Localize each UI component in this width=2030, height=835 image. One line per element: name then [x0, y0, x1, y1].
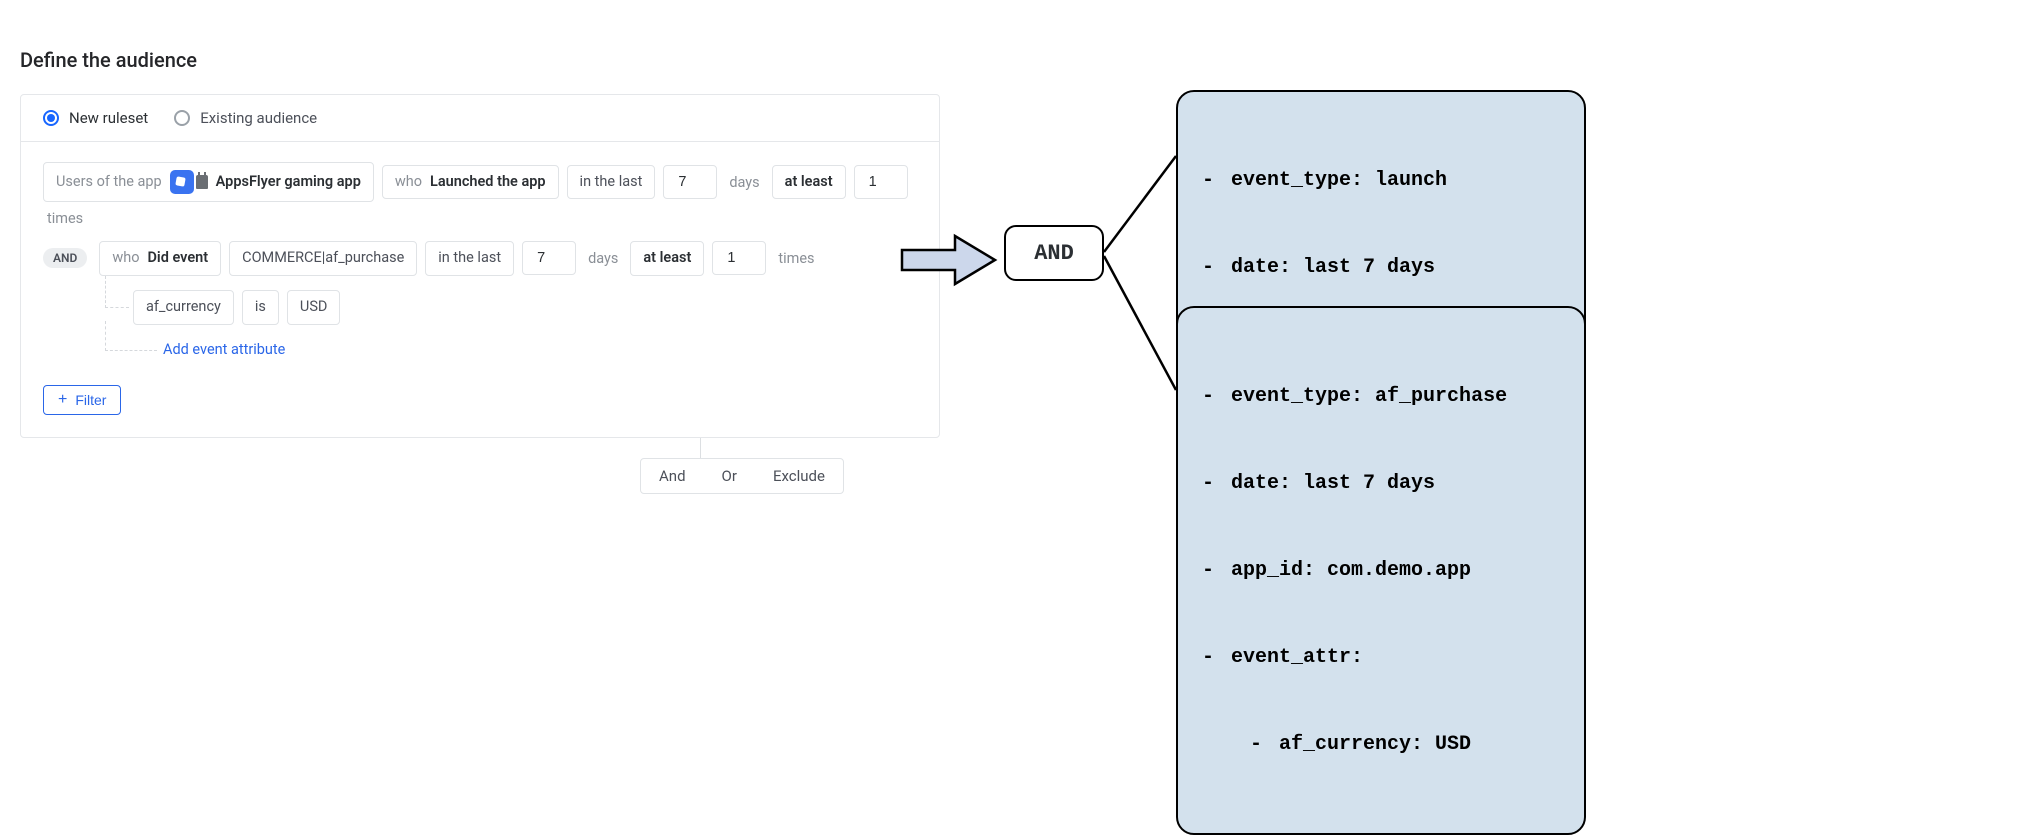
operator-or-button[interactable]: Or	[704, 459, 755, 493]
in-the-last-token[interactable]: in the last	[425, 241, 514, 276]
plus-icon: +	[58, 392, 67, 408]
in-the-last-label: in the last	[580, 173, 643, 192]
days-input[interactable]	[535, 249, 563, 267]
ruleset-card: New ruleset Existing audience Users of t…	[20, 94, 940, 438]
days-suffix: days	[725, 174, 763, 191]
add-filter-button[interactable]: + Filter	[43, 385, 121, 415]
operator-exclude-button[interactable]: Exclude	[755, 459, 843, 493]
attr-op: is	[255, 298, 266, 317]
operator-and-button[interactable]: And	[641, 459, 704, 493]
audience-builder: Define the audience New ruleset Existing…	[20, 48, 940, 494]
times-input[interactable]	[867, 173, 895, 191]
add-event-attribute-link[interactable]: Add event attribute	[163, 341, 285, 358]
add-event-attr-row: Add event attribute	[43, 339, 917, 359]
ruleset-header: New ruleset Existing audience	[21, 95, 939, 142]
days-input-token[interactable]	[663, 165, 717, 199]
attr-name: af_currency	[146, 298, 221, 317]
event-name-token[interactable]: COMMERCE|af_purchase	[229, 241, 417, 276]
in-the-last-label: in the last	[438, 249, 501, 268]
times-suffix: times	[43, 210, 87, 227]
attr-op-token[interactable]: is	[242, 290, 279, 325]
radio-icon	[174, 110, 190, 126]
radio-label-new: New ruleset	[69, 109, 148, 127]
at-least-label: at least	[643, 249, 691, 268]
big-arrow-icon	[900, 230, 1000, 290]
times-input[interactable]	[725, 249, 753, 267]
days-suffix: days	[584, 250, 622, 267]
kv-app-id: app_id: com.demo.app	[1231, 556, 1471, 585]
android-icon	[196, 175, 208, 189]
attr-value-token[interactable]: USD	[287, 290, 341, 325]
users-of-prefix: Users of the app	[56, 173, 162, 192]
kv-event-type: event_type: launch	[1231, 166, 1447, 195]
at-least-token[interactable]: at least	[772, 165, 846, 200]
event-attr-row: af_currency is USD	[43, 290, 917, 325]
filter-button-label: Filter	[75, 392, 106, 408]
app-icons	[170, 170, 208, 194]
attr-value: USD	[300, 298, 328, 317]
and-node: AND	[1004, 225, 1104, 281]
action-token[interactable]: who Launched the app	[382, 165, 559, 200]
operator-stem	[700, 438, 701, 458]
radio-option-existing-audience[interactable]: Existing audience	[174, 109, 317, 127]
rule-row-1: Users of the app AppsFlyer gaming app wh…	[43, 162, 917, 227]
kv-date: date: last 7 days	[1231, 469, 1435, 498]
times-input-token[interactable]	[712, 241, 766, 275]
explanation-diagram: AND -event_type: launch -date: last 7 da…	[900, 90, 2020, 590]
did-event-token[interactable]: who Did event	[99, 241, 221, 276]
at-least-label: at least	[785, 173, 833, 192]
did-event-label: Did event	[147, 249, 208, 268]
rule-row-2: AND who Did event COMMERCE|af_purchase i…	[43, 241, 917, 276]
who-prefix: who	[395, 173, 422, 192]
page-title: Define the audience	[20, 48, 940, 72]
operator-row: And Or Exclude	[20, 438, 940, 494]
guide-line	[105, 321, 157, 351]
guide-line	[105, 276, 129, 308]
connector-lines	[1100, 110, 1180, 430]
radio-icon	[43, 110, 59, 126]
days-input[interactable]	[676, 173, 704, 191]
kv-event-attr-header: event_attr:	[1231, 643, 1363, 672]
radio-label-existing: Existing audience	[200, 109, 317, 127]
app-name: AppsFlyer gaming app	[216, 173, 361, 192]
operator-box: And Or Exclude	[640, 458, 844, 494]
rules-body: Users of the app AppsFlyer gaming app wh…	[21, 142, 939, 437]
in-the-last-token[interactable]: in the last	[567, 165, 656, 200]
ios-icon	[170, 170, 194, 194]
days-input-token[interactable]	[522, 241, 576, 275]
filter-button-row: + Filter	[43, 385, 917, 415]
kv-date: date: last 7 days	[1231, 253, 1435, 282]
users-of-app-token[interactable]: Users of the app AppsFlyer gaming app	[43, 162, 374, 202]
at-least-token[interactable]: at least	[630, 241, 704, 276]
times-suffix: times	[774, 250, 818, 267]
kv-event-attr-sub: af_currency: USD	[1279, 730, 1471, 759]
action-label: Launched the app	[430, 173, 546, 192]
who-prefix: who	[112, 249, 139, 268]
radio-option-new-ruleset[interactable]: New ruleset	[43, 109, 148, 127]
logic-pill-and: AND	[43, 248, 87, 268]
kv-event-type: event_type: af_purchase	[1231, 382, 1507, 411]
attr-name-token[interactable]: af_currency	[133, 290, 234, 325]
info-box-purchase: -event_type: af_purchase -date: last 7 d…	[1176, 306, 1586, 835]
event-name: COMMERCE|af_purchase	[242, 249, 404, 268]
